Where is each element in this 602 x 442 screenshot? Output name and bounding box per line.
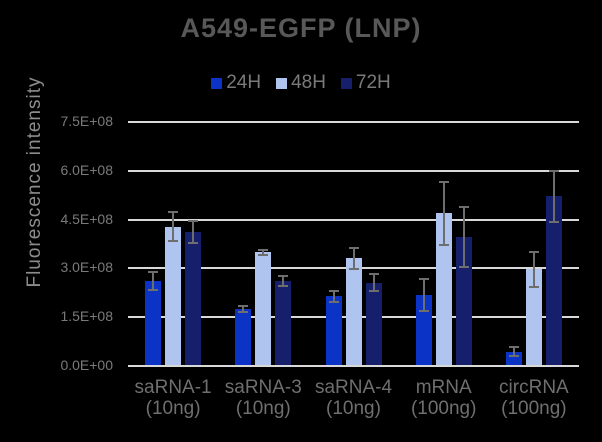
x-category-dose: (100ng) [501, 398, 567, 419]
x-category-label: circRNA (100ng) [479, 377, 589, 419]
error-bar-72H-saRNA-3 [282, 274, 285, 287]
y-tick-label: 4.5E+08 [60, 210, 113, 227]
legend-swatch-72H [340, 77, 352, 89]
error-bar-cap-bottom [238, 311, 249, 314]
bar-72H-saRNA-1 [185, 231, 202, 366]
bar-72H-mRNA [455, 236, 472, 366]
bar-48H-saRNA-1 [165, 226, 182, 366]
bar-72H-circRNA [545, 196, 562, 366]
error-bar-cap-bottom [258, 253, 269, 256]
error-bar-cap-top [438, 180, 449, 183]
legend-label-24H: 24H [226, 72, 262, 93]
y-tick-label: 3.0E+08 [60, 259, 113, 276]
gridline [128, 169, 579, 172]
x-category-name: circRNA [499, 377, 569, 398]
bar-24H-saRNA-3 [235, 309, 252, 366]
error-bar-cap-top [548, 169, 559, 172]
bar-48H-saRNA-4 [345, 258, 362, 366]
error-bar-cap-top [238, 304, 249, 307]
error-bar-cap-bottom [528, 286, 539, 289]
error-bar-24H-mRNA [422, 277, 425, 313]
error-bar-cap-top [508, 346, 519, 349]
error-bar-cap-top [368, 273, 379, 276]
y-tick-label: 7.5E+08 [60, 113, 113, 129]
x-category-label: saRNA-3 (10ng) [208, 377, 318, 419]
error-bar-cap-bottom [548, 220, 559, 223]
bar-48H-circRNA [525, 269, 542, 366]
error-bar-48H-saRNA-1 [172, 211, 175, 243]
error-bar-72H-saRNA-1 [192, 219, 195, 245]
bar-48H-mRNA [435, 213, 452, 366]
error-bar-cap-top [278, 274, 289, 277]
error-bar-cap-bottom [348, 267, 359, 270]
error-bar-cap-top [328, 289, 339, 292]
x-category-dose: (10ng) [326, 398, 381, 419]
error-bar-48H-mRNA [442, 180, 445, 246]
chart-title: A549-EGFP (LNP) [180, 13, 422, 43]
error-bar-cap-bottom [368, 290, 379, 293]
error-bar-cap-top [188, 219, 199, 222]
error-bar-cap-bottom [458, 266, 469, 269]
error-bar-cap-top [458, 205, 469, 208]
legend-item-48H: 48H [276, 72, 326, 94]
error-bar-cap-bottom [328, 300, 339, 303]
error-bar-cap-top [258, 248, 269, 251]
bar-24H-saRNA-1 [145, 280, 162, 366]
error-bar-48H-saRNA-4 [352, 246, 355, 270]
legend-label-48H: 48H [291, 72, 326, 93]
x-category-label: saRNA-1 (10ng) [118, 377, 228, 419]
error-bar-cap-bottom [278, 284, 289, 287]
error-bar-24H-saRNA-3 [242, 304, 245, 314]
legend: 24H 48H 72H [0, 72, 602, 94]
gridline [128, 218, 579, 221]
x-axis-line [128, 365, 579, 367]
gridline [128, 121, 579, 123]
error-bar-cap-bottom [188, 242, 199, 245]
error-bar-cap-bottom [168, 240, 179, 243]
error-bar-24H-circRNA [512, 346, 515, 357]
y-tick-label: 1.5E+08 [60, 308, 113, 325]
x-category-name: saRNA-3 [224, 377, 302, 398]
error-bar-cap-top [148, 271, 159, 274]
legend-item-24H: 24H [211, 72, 261, 94]
error-bar-24H-saRNA-1 [152, 271, 155, 291]
error-bar-72H-saRNA-4 [372, 273, 375, 293]
bar-72H-saRNA-4 [365, 282, 382, 366]
error-bar-cap-bottom [508, 354, 519, 357]
legend-label-72H: 72H [355, 72, 391, 93]
error-bar-24H-saRNA-4 [332, 289, 335, 303]
bar-48H-saRNA-3 [255, 252, 272, 366]
error-bar-cap-top [418, 277, 429, 280]
legend-item-72H: 72H [340, 72, 391, 94]
y-tick-label: 6.0E+08 [60, 161, 113, 178]
legend-swatch-48H [276, 77, 288, 89]
error-bar-cap-top [528, 250, 539, 253]
plot-area [128, 121, 579, 367]
x-category-name: saRNA-4 [314, 377, 393, 398]
x-category-name: saRNA-1 [134, 377, 212, 398]
error-bar-cap-bottom [418, 310, 429, 313]
error-bar-cap-bottom [438, 243, 449, 246]
x-category-name: mRNA [415, 377, 472, 398]
error-bar-72H-mRNA [462, 205, 465, 269]
x-category-label: mRNA (100ng) [389, 377, 499, 419]
bar-24H-mRNA [415, 295, 432, 366]
error-bar-48H-saRNA-3 [262, 248, 265, 256]
x-category-dose: (10ng) [145, 398, 201, 419]
error-bar-72H-circRNA [552, 169, 555, 223]
bar-72H-saRNA-3 [275, 280, 292, 366]
error-bar-48H-circRNA [532, 250, 535, 289]
error-bar-cap-top [348, 246, 359, 249]
bar-24H-saRNA-4 [325, 296, 342, 366]
x-category-label: saRNA-4 (10ng) [299, 377, 409, 419]
error-bar-cap-top [168, 211, 179, 214]
error-bar-cap-bottom [148, 288, 159, 291]
x-category-dose: (100ng) [410, 398, 477, 419]
x-category-dose: (10ng) [235, 398, 291, 419]
y-tick-label: 0.0E+00 [60, 357, 113, 373]
legend-swatch-24H [211, 77, 223, 89]
